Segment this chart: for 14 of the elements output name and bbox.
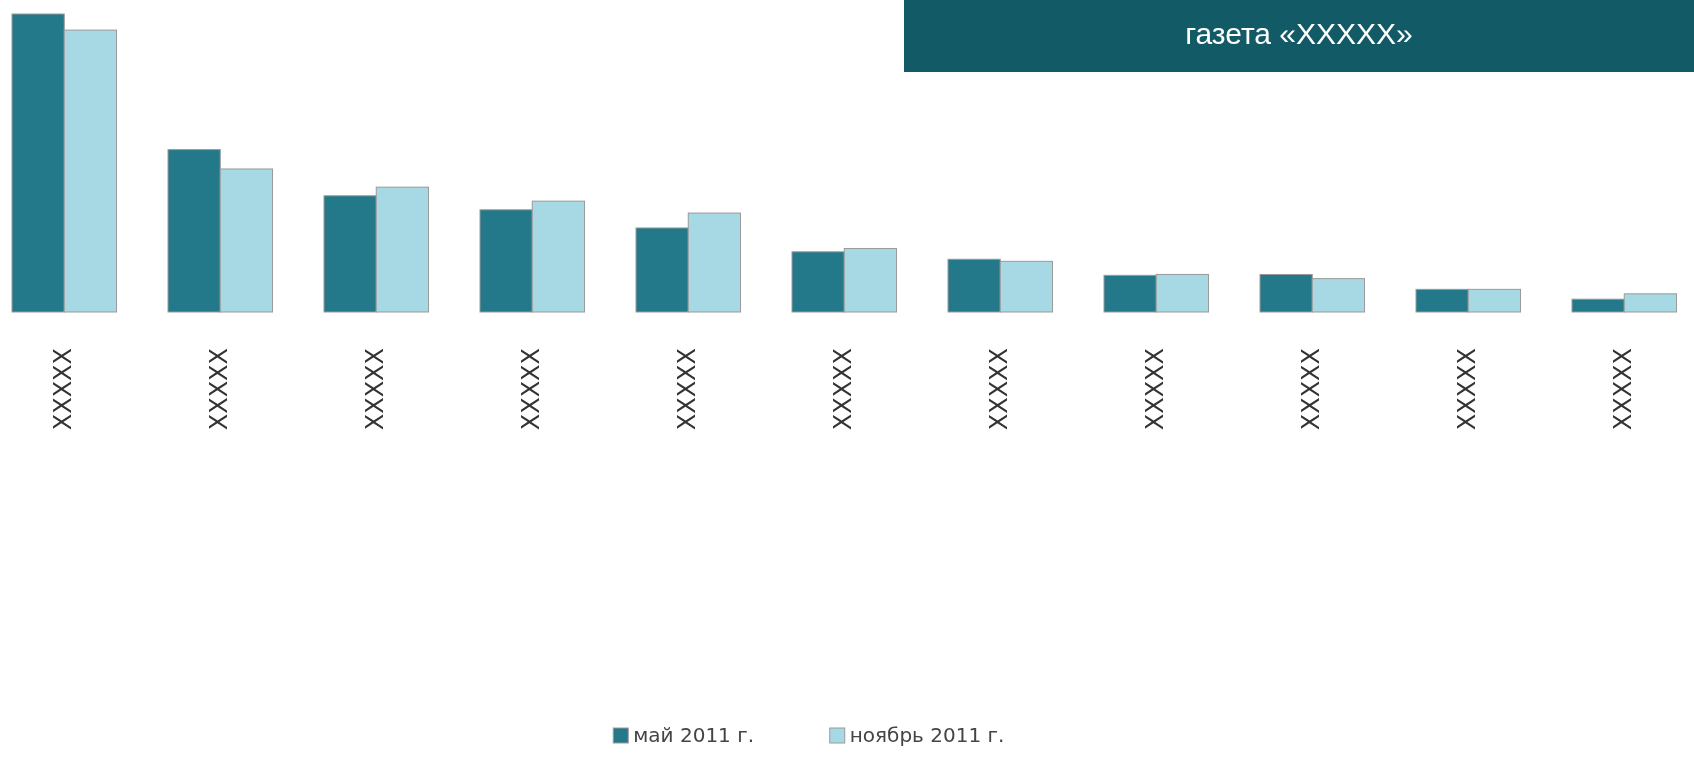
x-tick-label: XXXXX [985,348,1014,431]
x-tick-label: XXXXX [205,348,234,431]
x-tick-label: XXXXX [1453,348,1482,431]
legend-label: ноябрь 2011 г. [849,723,1005,747]
x-tick-label: XXXXX [361,348,390,431]
x-tick-label: XXXXX [1297,348,1326,431]
x-tick-label: XXXXX [1141,348,1170,431]
x-tick-label: XXXXX [49,348,78,431]
x-tick-label: XXXXX [1609,348,1638,431]
chart-title: газета «XXXXX» [1185,17,1413,50]
legend-label: май 2011 г. [633,723,755,747]
x-tick-label: XXXXX [517,348,546,431]
x-tick-label: XXXXX [673,348,702,431]
x-tick-label: XXXXX [829,348,858,431]
